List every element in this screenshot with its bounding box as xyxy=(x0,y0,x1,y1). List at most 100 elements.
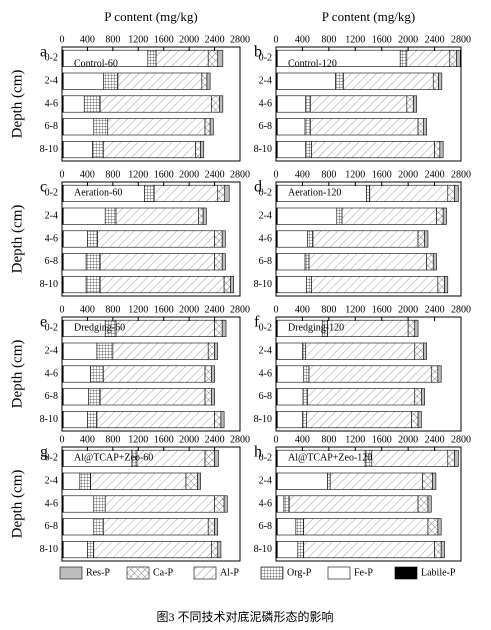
x-tick-label: 2400 xyxy=(205,304,225,315)
y-tick-label: 0-2 xyxy=(45,53,58,64)
y-tick-label: 8-10 xyxy=(40,414,58,425)
panel-letter: g xyxy=(40,444,48,461)
bar-segment xyxy=(87,411,98,429)
bar-segment xyxy=(310,95,408,113)
bar-segment xyxy=(439,141,444,159)
x-tick-label: 0 xyxy=(274,434,279,445)
y-tick-label: 0-2 xyxy=(45,453,58,464)
bar-segment xyxy=(444,276,449,294)
x-tick-label: 2400 xyxy=(425,34,445,45)
x-tick-label: 1600 xyxy=(154,169,174,180)
bar-segment xyxy=(417,495,429,513)
bar-segment xyxy=(214,518,219,536)
y-tick-label: 8-10 xyxy=(40,544,58,555)
panel-title: Dredging-60 xyxy=(74,323,125,334)
x-tick-label: 2800 xyxy=(451,169,471,180)
bar-segment xyxy=(295,518,305,536)
y-tick-label: 6-8 xyxy=(45,121,58,132)
bar-segment xyxy=(93,518,104,536)
x-tick-label: 400 xyxy=(295,434,310,445)
x-tick-label: 2400 xyxy=(425,169,445,180)
legend-swatch xyxy=(126,566,150,580)
bar-segment xyxy=(62,472,81,490)
bar-segment xyxy=(115,207,199,225)
bar-segment xyxy=(454,184,459,202)
x-tick-label: 0 xyxy=(60,34,65,45)
x-tick-label: 2000 xyxy=(398,169,418,180)
bar-segment xyxy=(440,541,445,559)
bar-segment xyxy=(454,449,459,467)
bar-segment xyxy=(449,49,457,67)
bar-segment xyxy=(277,411,303,429)
bar-segment xyxy=(103,518,209,536)
y-tick-label: 0-2 xyxy=(45,188,58,199)
x-tick-label: 400 xyxy=(295,34,310,45)
bar-segment xyxy=(96,411,215,429)
bar-segment xyxy=(417,411,422,429)
bar-segment xyxy=(99,276,225,294)
bar-segment xyxy=(214,319,223,337)
plot-frame xyxy=(275,316,462,432)
bar-segment xyxy=(422,472,433,490)
x-tick-label: 2400 xyxy=(425,434,445,445)
bar-segment xyxy=(277,118,306,136)
bar-segment xyxy=(214,495,225,513)
bar-segment xyxy=(307,388,416,406)
y-tick-label: 4-6 xyxy=(259,98,272,109)
plot-frame xyxy=(61,316,241,432)
x-tick-label: 0 xyxy=(60,434,65,445)
bar-segment xyxy=(366,184,371,202)
panel-title: Al@TCAP+Zeo-60 xyxy=(74,453,153,464)
bar-segment xyxy=(204,388,212,406)
bar-segment xyxy=(103,365,206,383)
bar-segment xyxy=(277,541,299,559)
bar-segment xyxy=(310,118,419,136)
y-tick-label: 6-8 xyxy=(259,391,272,402)
bar-segment xyxy=(277,95,307,113)
plot-frame xyxy=(61,446,241,562)
bar-segment xyxy=(303,518,429,536)
panel-letter: h xyxy=(254,444,262,461)
x-tick-label: 2000 xyxy=(398,304,418,315)
y-tick-label: 2-4 xyxy=(259,345,272,356)
bar-segment xyxy=(62,518,95,536)
bar-segment xyxy=(302,342,307,360)
y-tick-label: 2-4 xyxy=(259,475,272,486)
bar-segment xyxy=(209,118,214,136)
bar-segment xyxy=(217,49,224,67)
x-tick-label: 800 xyxy=(105,434,120,445)
x-tick-label: 800 xyxy=(321,304,336,315)
x-tick-label: 2400 xyxy=(425,304,445,315)
x-tick-label: 0 xyxy=(274,304,279,315)
bar-segment xyxy=(198,207,204,225)
bar-segment xyxy=(153,184,219,202)
y-tick-label: 2-4 xyxy=(45,345,58,356)
x-tick-label: 0 xyxy=(60,169,65,180)
bar-segment xyxy=(214,411,222,429)
y-axis-title: Depth (cm) xyxy=(9,70,25,139)
x-tick-label: 2000 xyxy=(179,34,199,45)
bar-segment xyxy=(283,495,290,513)
y-tick-label: 8-10 xyxy=(254,279,272,290)
y-tick-label: 0-2 xyxy=(259,53,272,64)
bar-segment xyxy=(311,276,439,294)
legend-swatch xyxy=(59,566,83,580)
bar-segment xyxy=(62,230,88,248)
bar-segment xyxy=(230,276,234,294)
x-tick-label: 2800 xyxy=(451,304,471,315)
bar-segment xyxy=(85,276,101,294)
bar-segment xyxy=(83,95,101,113)
bar-segment xyxy=(411,411,419,429)
bar-segment xyxy=(432,253,437,271)
bar-segment xyxy=(85,253,101,271)
bar-segment xyxy=(430,365,439,383)
bar-segment xyxy=(97,230,215,248)
x-tick-label: 1200 xyxy=(128,304,148,315)
bar-segment xyxy=(305,342,416,360)
bar-segment xyxy=(277,141,307,159)
bar-segment xyxy=(406,49,451,67)
bar-segment xyxy=(144,184,155,202)
x-tick-label: 400 xyxy=(295,304,310,315)
bar-segment xyxy=(421,388,425,406)
bar-segment xyxy=(312,230,419,248)
